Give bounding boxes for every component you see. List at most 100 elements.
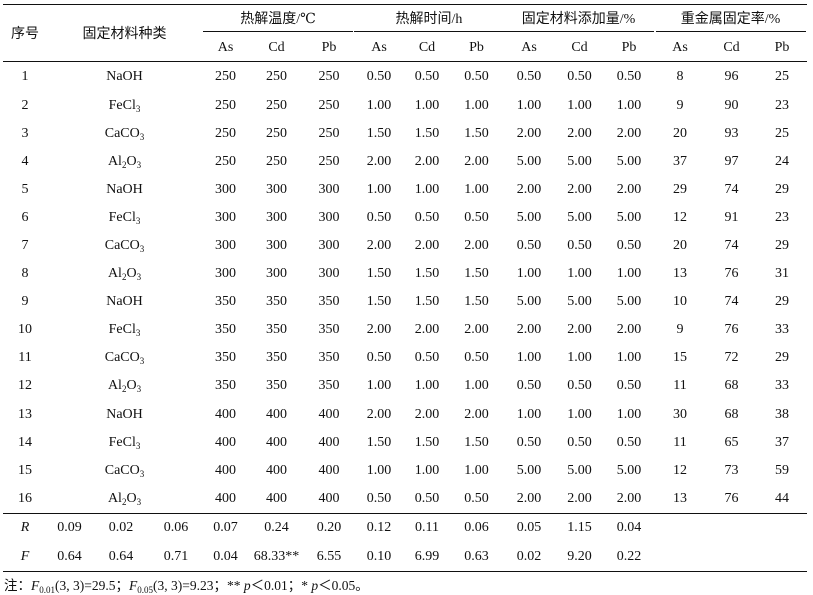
temp-cell: 250 [318, 153, 340, 169]
row-seq-cell: 7 [21, 238, 29, 254]
table-note: 注：F0.01(3, 3)=29.5；F0.05(3, 3)=9.23；** p… [4, 574, 369, 595]
stat-value: 0.64 [108, 548, 134, 564]
time-cell: 2.00 [464, 153, 489, 169]
dose-cell: 0.50 [616, 68, 642, 84]
dose-cell: 2.00 [567, 490, 592, 506]
header-sub: Pb [621, 40, 637, 55]
stat-value: 0.63 [464, 548, 489, 564]
temp-cell: 300 [215, 266, 236, 282]
dose-cell: 5.00 [616, 153, 642, 169]
temp-cell: 250 [266, 125, 287, 141]
note-f1-rest: (3, 3)=29.5； [55, 578, 129, 593]
stat-value: 6.99 [414, 548, 440, 564]
formula-subscript: 3 [136, 496, 142, 507]
dose-cell: 5.00 [567, 153, 592, 169]
temp-cell: 400 [215, 434, 236, 450]
rate-cell: 20 [673, 125, 687, 141]
rate-cell: 8 [676, 68, 684, 84]
stat-value: 68.33** [253, 548, 300, 564]
time-cell: 1.50 [464, 266, 489, 282]
rate-cell: 38 [775, 406, 789, 422]
formula-part: NaOH [106, 181, 143, 197]
dose-cell: 0.50 [516, 238, 542, 254]
time-cell: 1.00 [366, 462, 392, 478]
temp-cell: 400 [318, 490, 340, 506]
rate-cell: 96 [724, 68, 739, 84]
temp-cell: 300 [318, 209, 340, 225]
dose-cell: 1.00 [567, 266, 592, 282]
stat-value: 0.06 [464, 520, 489, 536]
material-cell: CaCO3 [47, 344, 202, 372]
rate-cell: 23 [775, 97, 789, 113]
dose-cell: 2.00 [616, 490, 642, 506]
rate-cell: 76 [724, 266, 739, 282]
formula-subscript: 3 [139, 356, 145, 367]
dose-cell: 2.00 [516, 490, 542, 506]
note-f2-rest: (3, 3)=9.23；** [152, 578, 244, 593]
temp-cell: 350 [266, 378, 287, 394]
temp-cell: 300 [318, 266, 340, 282]
stat-value: 0.12 [366, 520, 392, 536]
header-group-time: 热解时间/h [354, 5, 504, 36]
temp-cell: 350 [318, 378, 340, 394]
rate-cell: 72 [724, 350, 739, 366]
dose-cell: 1.00 [616, 97, 642, 113]
temp-cell: 300 [215, 209, 236, 225]
formula-part: CaCO [104, 350, 140, 366]
rate-cell: 23 [775, 209, 789, 225]
dose-cell: 1.00 [516, 406, 542, 422]
formula-subscript: 3 [135, 215, 141, 226]
temp-cell: 250 [318, 97, 340, 113]
material-cell: Al2O3 [47, 372, 202, 400]
stat-value: 0.71 [163, 548, 189, 564]
table-row: 4 Al2O3 250 250 250 2.00 2.00 2.00 5.00 5.00 5.00 3… [3, 148, 807, 176]
formula-subscript: 3 [135, 103, 141, 114]
header-sub: Cd [418, 40, 436, 55]
dose-cell: 5.00 [567, 209, 592, 225]
time-cell: 2.00 [464, 322, 489, 338]
time-cell: 1.00 [366, 181, 392, 197]
material-cell: Al2O3 [47, 148, 202, 176]
material-cell: CaCO3 [47, 232, 202, 260]
formula-part: NaOH [106, 68, 143, 84]
row-seq-cell: 15 [18, 462, 32, 478]
formula-subscript: 3 [139, 468, 145, 479]
rate-cell: 91 [724, 209, 739, 225]
time-cell: 0.50 [464, 68, 489, 84]
row-seq-cell: 3 [21, 125, 29, 141]
time-cell: 1.00 [414, 97, 440, 113]
stat-value: 0.05 [516, 520, 542, 536]
formula-subscript: 3 [139, 131, 145, 142]
dose-cell: 2.00 [616, 322, 642, 338]
temp-cell: 350 [318, 322, 340, 338]
material-cell: Al2O3 [47, 485, 202, 514]
dose-cell: 5.00 [616, 209, 642, 225]
rate-cell: 76 [724, 490, 739, 506]
rate-cell: 59 [775, 462, 789, 478]
temp-cell: 400 [215, 462, 236, 478]
time-cell: 0.50 [464, 490, 489, 506]
rate-cell: 37 [673, 153, 687, 169]
dose-cell: 0.50 [616, 434, 642, 450]
time-cell: 1.50 [366, 125, 392, 141]
header-group-rate: 重金属固定率/% [654, 5, 807, 36]
time-cell: 1.50 [414, 125, 440, 141]
rate-cell: 93 [724, 125, 739, 141]
rate-cell: 29 [775, 350, 789, 366]
row-seq-cell: 14 [18, 434, 32, 450]
rate-cell: 74 [724, 238, 739, 254]
orthogonal-test-table: 序号 固定材料种类 热解温度/℃ 热解时间/h 固定材料添加量/% 重金属固定率… [3, 4, 807, 572]
dose-cell: 5.00 [567, 462, 592, 478]
table-row: 13 NaOH 400 400 400 2.00 2.00 2.00 1.00 1.00 1.00 3… [3, 401, 807, 429]
dose-cell: 5.00 [616, 462, 642, 478]
formula-part: Al [107, 378, 122, 394]
time-cell: 0.50 [414, 209, 440, 225]
time-cell: 0.50 [414, 490, 440, 506]
stat-label: R [20, 520, 30, 536]
header-sub: Pb [774, 40, 790, 55]
rate-cell: 12 [673, 462, 687, 478]
time-cell: 1.00 [414, 181, 440, 197]
header-group-temp-label: 热解温度/℃ [203, 8, 353, 32]
dose-cell: 0.50 [516, 434, 542, 450]
stat-value: 0.10 [366, 548, 392, 564]
